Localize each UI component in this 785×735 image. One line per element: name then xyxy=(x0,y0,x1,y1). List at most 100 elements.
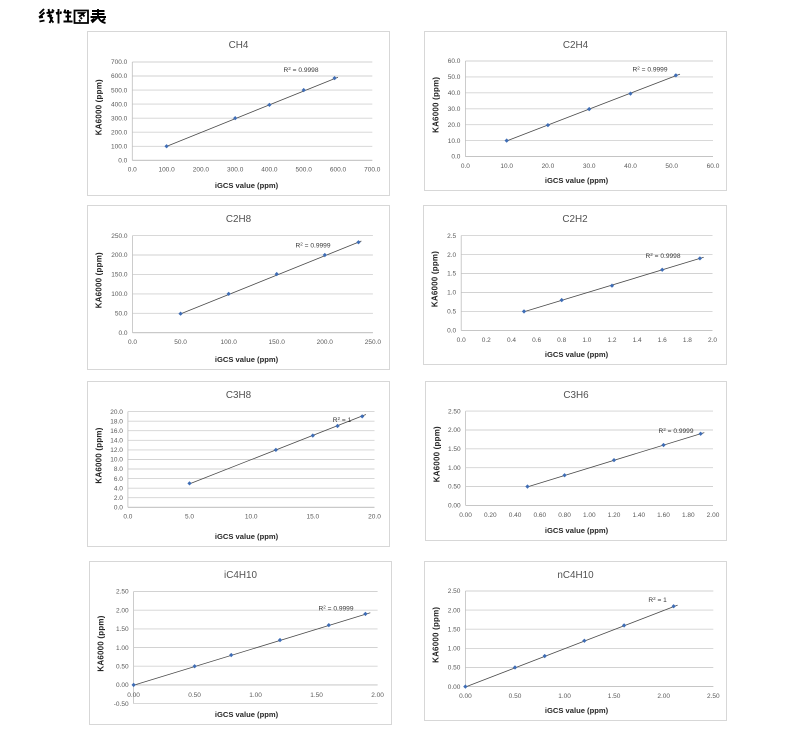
svg-text:0.00: 0.00 xyxy=(459,693,472,700)
svg-text:600.0: 600.0 xyxy=(330,167,347,174)
svg-text:0.40: 0.40 xyxy=(509,512,522,519)
svg-text:1.4: 1.4 xyxy=(633,337,642,344)
svg-text:1.0: 1.0 xyxy=(582,337,591,344)
svg-text:0.00: 0.00 xyxy=(448,684,461,691)
svg-text:100.0: 100.0 xyxy=(158,167,175,174)
svg-text:20.0: 20.0 xyxy=(368,514,381,521)
svg-text:0.0: 0.0 xyxy=(118,330,127,337)
svg-text:2.00: 2.00 xyxy=(707,512,720,519)
svg-text:700.0: 700.0 xyxy=(364,167,381,174)
svg-text:40.0: 40.0 xyxy=(624,163,637,170)
svg-text:1.0: 1.0 xyxy=(447,290,456,297)
svg-text:R2 = 0.9999: R2 = 0.9999 xyxy=(632,65,667,73)
svg-text:300.0: 300.0 xyxy=(111,115,128,122)
svg-text:150.0: 150.0 xyxy=(111,272,128,279)
svg-text:0.0: 0.0 xyxy=(451,154,460,161)
svg-text:2.00: 2.00 xyxy=(448,607,461,614)
svg-text:R2 = 1: R2 = 1 xyxy=(333,416,352,424)
svg-text:50.0: 50.0 xyxy=(448,74,461,81)
svg-text:600.0: 600.0 xyxy=(111,73,128,80)
svg-text:0.00: 0.00 xyxy=(459,512,472,519)
svg-text:1.00: 1.00 xyxy=(558,693,571,700)
svg-text:400.0: 400.0 xyxy=(111,101,128,108)
svg-text:1.60: 1.60 xyxy=(657,512,670,519)
svg-text:0.0: 0.0 xyxy=(447,328,456,335)
svg-text:0.50: 0.50 xyxy=(509,693,522,700)
svg-text:2.00: 2.00 xyxy=(657,693,670,700)
svg-text:1.50: 1.50 xyxy=(116,626,129,633)
svg-text:0.50: 0.50 xyxy=(116,663,129,670)
svg-text:16.0: 16.0 xyxy=(110,428,123,435)
svg-text:-0.50: -0.50 xyxy=(114,701,129,708)
svg-text:50.0: 50.0 xyxy=(115,311,128,318)
svg-text:100.0: 100.0 xyxy=(111,291,128,298)
svg-text:200.0: 200.0 xyxy=(317,339,334,346)
svg-text:0.2: 0.2 xyxy=(482,337,491,344)
svg-text:R2 = 0.9998: R2 = 0.9998 xyxy=(645,252,680,260)
svg-text:1.5: 1.5 xyxy=(447,271,456,278)
svg-text:iGCS value (ppm): iGCS value (ppm) xyxy=(545,706,609,715)
svg-text:2.00: 2.00 xyxy=(371,692,384,699)
svg-text:0.00: 0.00 xyxy=(448,503,461,510)
svg-text:R2 = 0.9998: R2 = 0.9998 xyxy=(283,66,318,74)
svg-text:0.60: 0.60 xyxy=(533,512,546,519)
svg-text:KA6000 (ppm): KA6000 (ppm) xyxy=(431,251,440,307)
svg-text:400.0: 400.0 xyxy=(261,167,278,174)
svg-text:0.50: 0.50 xyxy=(448,665,461,672)
svg-text:iGCS value (ppm): iGCS value (ppm) xyxy=(545,176,609,185)
svg-text:0.0: 0.0 xyxy=(461,163,470,170)
svg-text:0.0: 0.0 xyxy=(118,158,127,165)
svg-text:250.0: 250.0 xyxy=(365,339,382,346)
svg-text:150.0: 150.0 xyxy=(269,339,286,346)
svg-text:0.50: 0.50 xyxy=(188,692,201,699)
svg-text:10.0: 10.0 xyxy=(500,163,513,170)
svg-text:200.0: 200.0 xyxy=(111,129,128,136)
svg-text:100.0: 100.0 xyxy=(111,144,128,151)
svg-text:50.0: 50.0 xyxy=(174,339,187,346)
svg-text:50.0: 50.0 xyxy=(665,163,678,170)
svg-text:1.50: 1.50 xyxy=(608,693,621,700)
svg-text:KA6000 (ppm): KA6000 (ppm) xyxy=(95,427,104,483)
svg-text:2.50: 2.50 xyxy=(116,589,129,596)
svg-text:250.0: 250.0 xyxy=(111,233,128,240)
svg-text:10.0: 10.0 xyxy=(110,457,123,464)
svg-text:iGCS value (ppm): iGCS value (ppm) xyxy=(215,355,279,364)
svg-text:2.0: 2.0 xyxy=(708,337,717,344)
svg-text:15.0: 15.0 xyxy=(306,514,319,521)
svg-text:0.8: 0.8 xyxy=(557,337,566,344)
svg-text:2.50: 2.50 xyxy=(707,693,720,700)
svg-text:1.50: 1.50 xyxy=(448,626,461,633)
svg-text:R2 = 0.9999: R2 = 0.9999 xyxy=(295,242,330,250)
svg-text:iGCS value (ppm): iGCS value (ppm) xyxy=(215,710,279,719)
svg-text:2.0: 2.0 xyxy=(114,495,123,502)
svg-text:2.00: 2.00 xyxy=(116,607,129,614)
svg-text:60.0: 60.0 xyxy=(448,58,461,65)
svg-text:2.0: 2.0 xyxy=(447,252,456,259)
svg-text:0.50: 0.50 xyxy=(448,484,461,491)
svg-text:iGCS value (ppm): iGCS value (ppm) xyxy=(215,181,279,190)
svg-text:60.0: 60.0 xyxy=(707,163,720,170)
svg-text:5.0: 5.0 xyxy=(185,514,194,521)
svg-text:KA6000 (ppm): KA6000 (ppm) xyxy=(432,607,441,663)
svg-text:20.0: 20.0 xyxy=(110,409,123,416)
svg-text:4.0: 4.0 xyxy=(114,485,123,492)
svg-text:C3H8: C3H8 xyxy=(226,390,252,401)
svg-text:iC4H10: iC4H10 xyxy=(224,570,257,581)
svg-text:2.00: 2.00 xyxy=(448,427,461,434)
svg-text:6.0: 6.0 xyxy=(114,476,123,483)
svg-text:18.0: 18.0 xyxy=(110,418,123,425)
svg-text:12.0: 12.0 xyxy=(110,447,123,454)
svg-text:100.0: 100.0 xyxy=(221,339,238,346)
svg-text:2.50: 2.50 xyxy=(448,588,461,595)
svg-text:iGCS value (ppm): iGCS value (ppm) xyxy=(215,532,279,541)
svg-text:0.00: 0.00 xyxy=(116,682,129,689)
svg-text:iGCS value (ppm): iGCS value (ppm) xyxy=(545,350,609,359)
svg-text:0.20: 0.20 xyxy=(484,512,497,519)
svg-text:KA6000 (ppm): KA6000 (ppm) xyxy=(432,77,441,133)
svg-text:1.2: 1.2 xyxy=(607,337,616,344)
svg-text:2.50: 2.50 xyxy=(448,408,461,415)
svg-text:1.00: 1.00 xyxy=(448,646,461,653)
svg-text:500.0: 500.0 xyxy=(296,167,313,174)
svg-text:0.0: 0.0 xyxy=(457,337,466,344)
svg-text:1.00: 1.00 xyxy=(448,465,461,472)
